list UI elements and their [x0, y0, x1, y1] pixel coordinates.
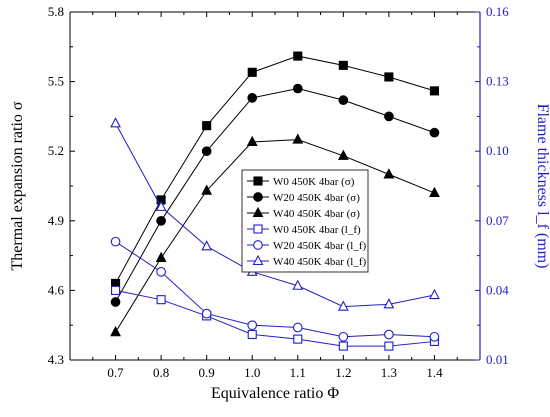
data-point — [156, 295, 166, 305]
ticks: 0.7 0.8 0.9 1.0 1.1 1.2 1.3 1.4 4.3 4.6 4.9 5.2 5.5 5… — [48, 4, 510, 380]
data-point — [292, 322, 303, 333]
data-point — [429, 331, 440, 342]
data-point — [247, 67, 257, 77]
data-point — [111, 285, 121, 295]
series-4 — [110, 236, 440, 342]
data-point — [337, 149, 349, 160]
legend-entry-label: W20 450K 4bar (l_f) — [273, 240, 367, 252]
data-point — [110, 236, 121, 247]
data-point — [201, 184, 213, 195]
x-tick-label: 1.1 — [290, 365, 306, 380]
legend-entry-label: W20 450K 4bar (σ) — [273, 192, 360, 204]
data-point — [383, 298, 395, 309]
data-point — [293, 51, 303, 61]
series-group — [110, 51, 440, 351]
legend-marker — [253, 224, 263, 234]
x-tick-label: 1.2 — [335, 365, 351, 380]
data-point — [429, 288, 440, 300]
data-point — [338, 60, 348, 70]
legend-box — [241, 169, 369, 273]
series-line — [115, 139, 435, 333]
data-point — [110, 297, 121, 307]
x-tick-label: 1.3 — [381, 365, 397, 380]
data-point — [429, 86, 439, 96]
data-point — [292, 83, 303, 94]
data-point — [201, 308, 212, 319]
legend-marker — [253, 176, 263, 186]
data-point — [384, 111, 394, 122]
x-tick-label: 1.0 — [244, 365, 260, 380]
data-point — [429, 186, 440, 198]
data-point — [338, 331, 349, 342]
legend-entry-label: W0 450K 4bar (l_f) — [273, 224, 361, 236]
legend-marker — [253, 240, 263, 250]
data-point — [156, 266, 166, 277]
data-point — [247, 329, 257, 340]
data-point — [247, 320, 258, 331]
data-point — [155, 251, 167, 262]
y-left-tick-label: 5.8 — [48, 4, 64, 19]
legend-entry-label: W40 450K 4bar (σ) — [273, 208, 360, 220]
data-point — [429, 127, 440, 138]
data-point — [292, 133, 304, 144]
series-line — [115, 241, 435, 338]
legend-marker — [252, 206, 264, 218]
series-line — [115, 55, 435, 284]
x-tick-label: 0.8 — [153, 365, 169, 380]
legend: W0 450K 4bar (σ) W20 450K 4bar (σ) W40 450… — [241, 169, 369, 273]
y-left-tick-label: 5.5 — [48, 74, 64, 89]
y-left-tick-label: 4.9 — [48, 213, 64, 228]
y-right-tick-label: 0.01 — [486, 352, 509, 367]
x-axis-label: Equivalence ratio Φ — [211, 385, 339, 402]
y-axis-left-label: Thermal expansion ratio σ — [9, 101, 26, 270]
x-tick-label: 1.4 — [426, 365, 443, 380]
data-point — [202, 121, 212, 131]
x-tick-label: 0.9 — [199, 365, 215, 380]
data-point — [155, 200, 167, 211]
series-line — [115, 88, 435, 303]
x-tick-label: 0.7 — [107, 365, 124, 380]
data-point — [293, 334, 303, 344]
y-right-tick-label: 0.16 — [486, 4, 509, 19]
y-right-tick-label: 0.04 — [486, 282, 509, 297]
legend-marker — [253, 192, 263, 202]
legend-entry-label: W40 450K 4bar (l_f) — [273, 256, 367, 268]
series-2 — [110, 133, 440, 337]
data-point — [384, 341, 394, 351]
series-1 — [110, 83, 440, 307]
y-right-tick-label: 0.07 — [486, 213, 509, 228]
series-line — [115, 289, 435, 347]
data-point — [384, 329, 394, 340]
legend-marker — [252, 254, 264, 266]
series-0 — [111, 51, 439, 288]
y-axis-right-label: Flame thickness l_f (mm) — [534, 104, 550, 269]
series-line — [115, 123, 435, 308]
data-point — [338, 95, 349, 106]
data-point — [247, 92, 258, 103]
series-5 — [110, 117, 440, 311]
data-point — [246, 135, 258, 146]
data-point — [383, 168, 395, 179]
y-right-tick-label: 0.10 — [486, 143, 509, 158]
data-point — [156, 215, 166, 226]
y-left-tick-label: 5.2 — [48, 143, 64, 158]
data-point — [338, 341, 348, 351]
data-point — [110, 117, 121, 128]
data-point — [201, 146, 212, 157]
series-3 — [111, 285, 439, 351]
y-right-tick-label: 0.13 — [486, 74, 509, 89]
data-point — [337, 300, 349, 311]
y-left-tick-label: 4.6 — [48, 282, 65, 297]
data-point — [110, 325, 121, 337]
legend-entry-label: W0 450K 4bar (σ) — [273, 176, 355, 188]
data-point — [292, 279, 304, 290]
y-left-tick-label: 4.3 — [48, 352, 64, 367]
data-point — [201, 240, 213, 251]
data-point — [384, 72, 394, 82]
